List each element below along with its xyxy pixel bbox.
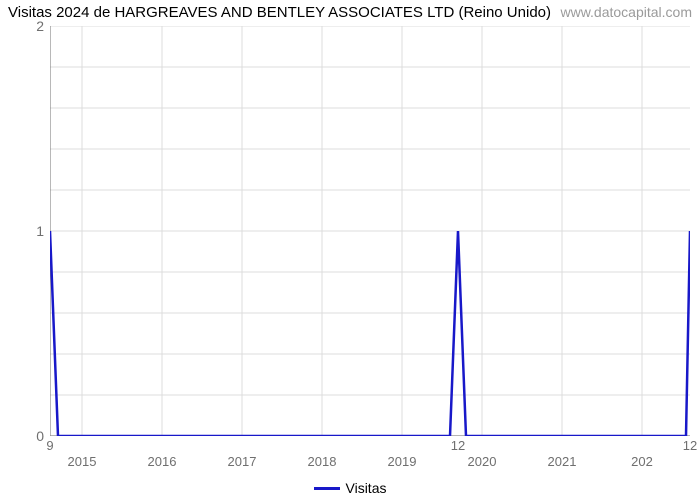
legend-label: Visitas: [346, 480, 387, 496]
y-tick-label: 1: [36, 223, 50, 239]
legend-swatch: [314, 487, 340, 490]
x-tick-label: 2017: [228, 436, 257, 469]
x-tick-label: 2015: [68, 436, 97, 469]
x-tick-label: 2019: [388, 436, 417, 469]
legend: Visitas: [0, 480, 700, 496]
point-annotation: 12: [683, 436, 697, 453]
x-tick-label: 2021: [548, 436, 577, 469]
x-tick-label: 2018: [308, 436, 337, 469]
point-annotation: 9: [46, 436, 53, 453]
x-tick-label: 2016: [148, 436, 177, 469]
chart-title: Visitas 2024 de HARGREAVES AND BENTLEY A…: [8, 4, 551, 21]
point-annotation: 12: [451, 436, 465, 453]
y-tick-label: 2: [36, 18, 50, 34]
x-tick-label: 202: [631, 436, 653, 469]
line-chart: 012201520162017201820192020202120291212: [50, 26, 690, 436]
x-tick-label: 2020: [468, 436, 497, 469]
chart-svg: [50, 26, 690, 436]
chart-source: www.datocapital.com: [560, 4, 692, 20]
chart-header: Visitas 2024 de HARGREAVES AND BENTLEY A…: [8, 4, 692, 21]
